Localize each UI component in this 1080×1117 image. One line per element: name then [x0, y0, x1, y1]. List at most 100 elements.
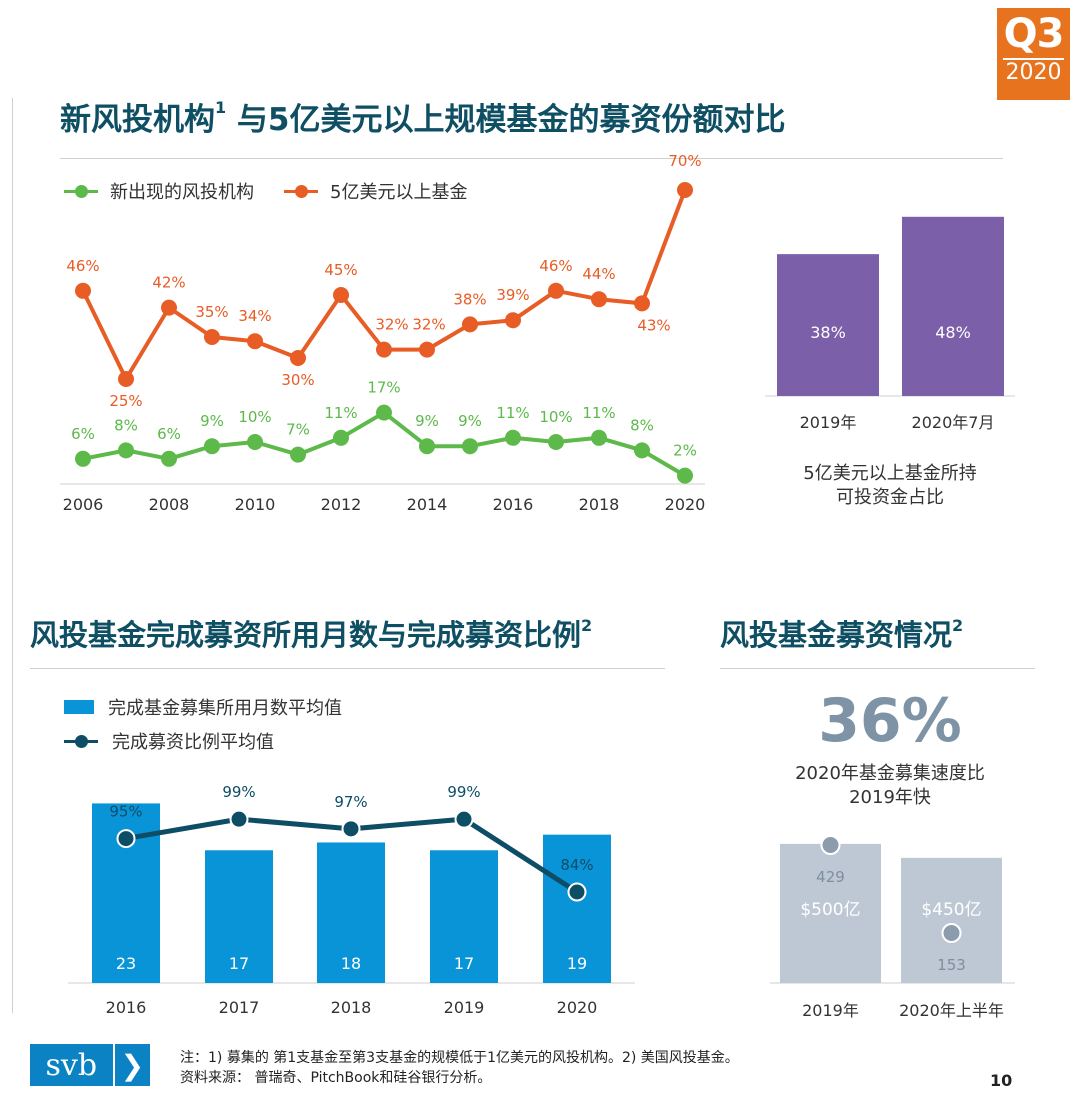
data-point: [247, 434, 263, 450]
section2-title: 风投基金完成募资所用月数与完成募资比例2: [30, 612, 592, 654]
x-tick-label: 2018: [579, 495, 620, 514]
data-label: 43%: [637, 316, 670, 334]
legend-line-label: 完成募资比例平均值: [112, 732, 274, 753]
fundraising-amount-label: $500亿: [800, 900, 860, 920]
data-label: 11%: [324, 404, 357, 422]
data-point: [290, 350, 306, 366]
data-label: 6%: [71, 425, 95, 443]
footnote-note: 注：1) 募集的 第1支基金至第3支基金的规模低于1亿美元的风投机构。2) 美国…: [180, 1050, 739, 1066]
data-label: 8%: [114, 416, 138, 434]
data-label: 44%: [582, 265, 615, 283]
dry-powder-category: 2020年7月: [912, 413, 995, 432]
data-label: 10%: [539, 408, 572, 426]
dry-powder-caption-line2: 可投资金占比: [836, 487, 944, 508]
dry-powder-bar-label: 48%: [935, 323, 971, 342]
data-point: [333, 429, 349, 446]
legend-line-swatch: [64, 734, 98, 748]
section1-title-sup: 1: [215, 98, 227, 117]
dry-powder-caption-line1: 5亿美元以上基金所持: [803, 463, 977, 484]
section1-rule: [60, 158, 1003, 159]
data-point: [677, 467, 693, 484]
data-point: [75, 282, 91, 299]
x-tick-label: 2016: [493, 495, 534, 514]
headline-caption: 2020年基金募集速度比 2019年快: [760, 762, 1020, 810]
data-point: [548, 282, 564, 299]
combo-category: 2017: [219, 998, 260, 1017]
legend-green-label: 新出现的风投机构: [110, 182, 254, 203]
fund-count-marker: [941, 923, 962, 943]
x-tick-label: 2010: [235, 495, 276, 514]
quarter-badge: Q3 2020: [997, 8, 1070, 100]
section2-rule: [30, 668, 665, 669]
fundraising-amount-label: $450亿: [921, 900, 981, 920]
data-label: 32%: [375, 316, 408, 334]
fundraising-bar: [780, 843, 881, 983]
data-label: 9%: [200, 412, 224, 430]
data-label: 38%: [453, 290, 486, 308]
section1-title-text: 新风投机构: [60, 102, 215, 138]
x-tick-label: 2012: [321, 495, 362, 514]
data-point: [333, 287, 349, 303]
data-point: [204, 329, 220, 345]
data-point: [75, 450, 91, 467]
data-point: [118, 442, 134, 459]
fund-count-label: 153: [937, 956, 966, 974]
legend-bar-item: 完成基金募集所用月数平均值: [64, 694, 342, 720]
months-bar: [430, 850, 498, 983]
data-label: 8%: [630, 416, 654, 434]
data-label: 6%: [157, 425, 181, 443]
combo-legend: 完成基金募集所用月数平均值 完成募资比例平均值: [64, 694, 342, 754]
section2-title-text: 风投基金完成募资所用月数与完成募资比例: [30, 618, 582, 652]
data-point: [462, 438, 478, 455]
badge-year: 2020: [1003, 58, 1064, 86]
data-point: [634, 295, 650, 312]
data-label: 46%: [539, 257, 572, 275]
data-point: [290, 446, 306, 463]
data-point: [634, 442, 650, 459]
months-bar-label: 18: [341, 954, 361, 973]
legend-bar-swatch: [64, 700, 94, 714]
headline-caption-line2: 2019年快: [849, 787, 931, 808]
data-point: [505, 429, 521, 446]
data-label: 30%: [281, 371, 314, 389]
badge-quarter: Q3: [1003, 11, 1065, 57]
fund-count-marker: [820, 835, 841, 855]
data-label: 70%: [668, 152, 701, 170]
headline-caption-line1: 2020年基金募集速度比: [795, 763, 985, 784]
data-label: 9%: [415, 412, 439, 430]
section3-title-text: 风投基金募资情况: [720, 618, 953, 652]
ratio-point: [567, 882, 587, 902]
x-tick-label: 2014: [407, 495, 448, 514]
data-point: [161, 299, 177, 316]
data-label: 46%: [66, 257, 99, 275]
dry-powder-category: 2019年: [800, 413, 857, 432]
section3-title-sup: 2: [952, 616, 964, 635]
data-label: 11%: [582, 404, 615, 422]
data-label: 39%: [496, 286, 529, 304]
data-point: [462, 316, 478, 333]
legend-bar-label: 完成基金募集所用月数平均值: [108, 698, 342, 719]
combo-category: 2020: [557, 998, 598, 1017]
dry-powder-bar-label: 38%: [810, 323, 846, 342]
section1-title-rest: 与5亿美元以上规模基金的募资份额对比: [226, 102, 786, 138]
data-label: 10%: [238, 408, 271, 426]
ratio-label: 95%: [109, 803, 142, 821]
data-point: [247, 333, 263, 350]
months-bar-label: 19: [567, 954, 587, 973]
data-label: 35%: [195, 303, 228, 321]
months-bar: [205, 850, 273, 983]
data-label: 42%: [152, 274, 185, 292]
ratio-point: [454, 809, 474, 829]
data-point: [118, 371, 134, 387]
svb-logo: svb ❯: [30, 1044, 150, 1086]
data-point: [376, 404, 392, 421]
data-point: [419, 438, 435, 455]
data-point: [376, 341, 392, 358]
data-point: [161, 450, 177, 467]
data-label: 32%: [412, 316, 445, 334]
logo-arrow-icon: ❯: [114, 1044, 150, 1086]
months-bar: [317, 842, 385, 983]
months-bar: [543, 834, 611, 983]
ratio-label: 84%: [560, 856, 593, 874]
legend-orange-marker: [284, 184, 318, 198]
